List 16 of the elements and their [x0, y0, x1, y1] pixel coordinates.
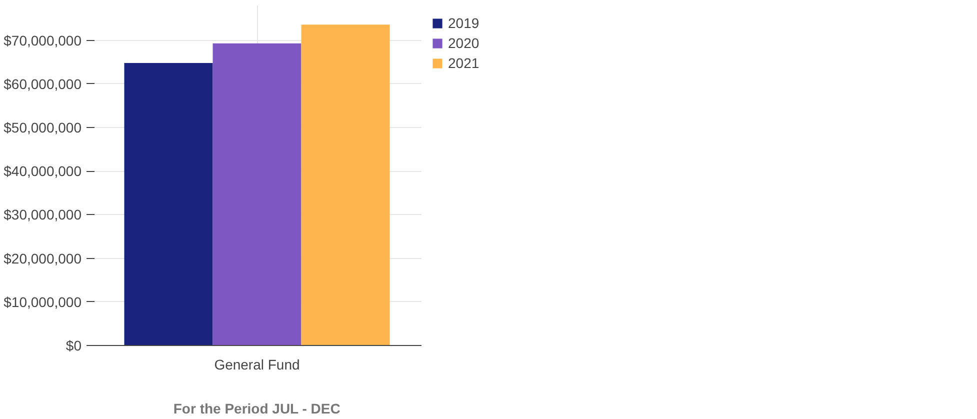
- y-tick-label: $60,000,000: [4, 76, 82, 92]
- legend-label: 2021: [448, 55, 480, 71]
- y-tick-label: $30,000,000: [4, 206, 82, 223]
- y-tick-label: $20,000,000: [4, 250, 82, 266]
- y-tick-label: $40,000,000: [4, 163, 82, 180]
- legend-label: 2019: [448, 15, 480, 31]
- y-tick-label: $50,000,000: [4, 120, 82, 136]
- y-tick-label: $70,000,000: [4, 32, 82, 48]
- bar: [212, 43, 302, 346]
- legend-label: 2020: [448, 35, 480, 51]
- bar: [301, 24, 390, 346]
- y-tick-label: $0: [66, 338, 82, 354]
- y-tick-label: $10,000,000: [4, 294, 82, 310]
- x-axis-title: For the Period JUL - DEC: [173, 400, 340, 416]
- bar: [124, 63, 213, 346]
- x-tick-label: General Fund: [214, 356, 300, 372]
